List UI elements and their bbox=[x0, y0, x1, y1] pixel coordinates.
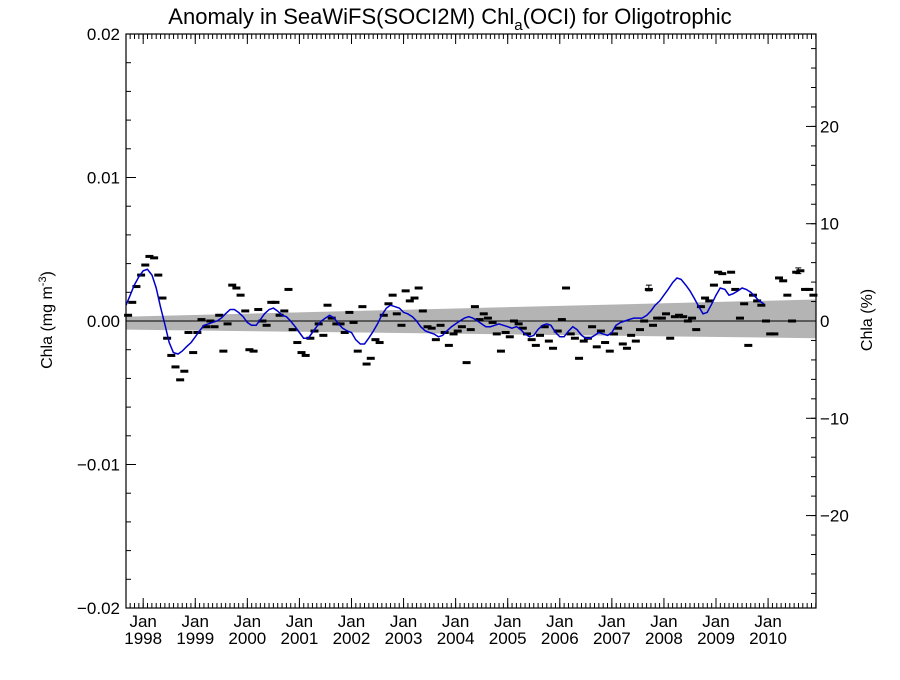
y-right-tick-label: −20 bbox=[820, 507, 849, 526]
x-tick-month-label: Jan bbox=[546, 612, 573, 631]
x-tick-year-label: 2005 bbox=[489, 629, 527, 648]
x-tick-year-label: 1998 bbox=[124, 629, 162, 648]
y-left-tick-label: 0.01 bbox=[87, 169, 120, 188]
chart-title-subscript: a bbox=[514, 17, 523, 34]
x-tick-month-label: Jan bbox=[598, 612, 625, 631]
plot-area: 0.020.010.00−0.01−0.0220100−10−20Jan1998… bbox=[77, 25, 849, 648]
x-tick-year-label: 2001 bbox=[280, 629, 318, 648]
x-tick-year-label: 2006 bbox=[541, 629, 579, 648]
y-left-tick-label: 0.00 bbox=[87, 312, 120, 331]
x-tick-month-label: Jan bbox=[338, 612, 365, 631]
x-tick-month-label: Jan bbox=[390, 612, 417, 631]
x-tick-month-label: Jan bbox=[702, 612, 729, 631]
y-left-tick-label: −0.01 bbox=[77, 456, 120, 475]
y-right-tick-label: 10 bbox=[820, 215, 839, 234]
chart-title-main: Anomaly in SeaWiFS(SOCI2M) Chl bbox=[168, 4, 514, 29]
x-tick-year-label: 2007 bbox=[593, 629, 631, 648]
y-axis-left-label-sup: -3 bbox=[37, 276, 49, 286]
x-tick-year-label: 1999 bbox=[176, 629, 214, 648]
chart-title-suffix: (OCI) for Oligotrophic bbox=[523, 4, 732, 29]
x-tick-year-label: 2002 bbox=[333, 629, 371, 648]
x-tick-year-label: 2009 bbox=[697, 629, 735, 648]
chart-title: Anomaly in SeaWiFS(SOCI2M) Chla(OCI) for… bbox=[168, 4, 731, 34]
y-axis-right-label: Chla (%) bbox=[859, 289, 876, 351]
y-right-tick-label: −10 bbox=[820, 409, 849, 428]
x-tick-year-label: 2004 bbox=[437, 629, 475, 648]
x-tick-year-label: 2008 bbox=[645, 629, 683, 648]
y-right-tick-label: 0 bbox=[820, 312, 829, 331]
x-tick-month-label: Jan bbox=[494, 612, 521, 631]
x-tick-month-label: Jan bbox=[182, 612, 209, 631]
x-tick-month-label: Jan bbox=[286, 612, 313, 631]
x-tick-year-label: 2003 bbox=[385, 629, 423, 648]
x-tick-month-label: Jan bbox=[234, 612, 261, 631]
y-left-tick-label: −0.02 bbox=[77, 599, 120, 618]
y-left-tick-label: 0.02 bbox=[87, 25, 120, 44]
x-tick-month-label: Jan bbox=[129, 612, 156, 631]
y-axis-left-label: Chla (mg m-3) bbox=[37, 271, 56, 369]
x-tick-month-label: Jan bbox=[442, 612, 469, 631]
y-axis-left-label-end: ) bbox=[39, 271, 56, 276]
x-tick-month-label: Jan bbox=[754, 612, 781, 631]
y-axis-left-label-main: Chla (mg m bbox=[39, 286, 56, 369]
x-tick-year-label: 2000 bbox=[228, 629, 266, 648]
smoothed-series-line bbox=[125, 268, 765, 355]
x-tick-month-label: Jan bbox=[650, 612, 677, 631]
y-right-tick-label: 20 bbox=[820, 117, 839, 136]
x-tick-year-label: 2010 bbox=[749, 629, 787, 648]
